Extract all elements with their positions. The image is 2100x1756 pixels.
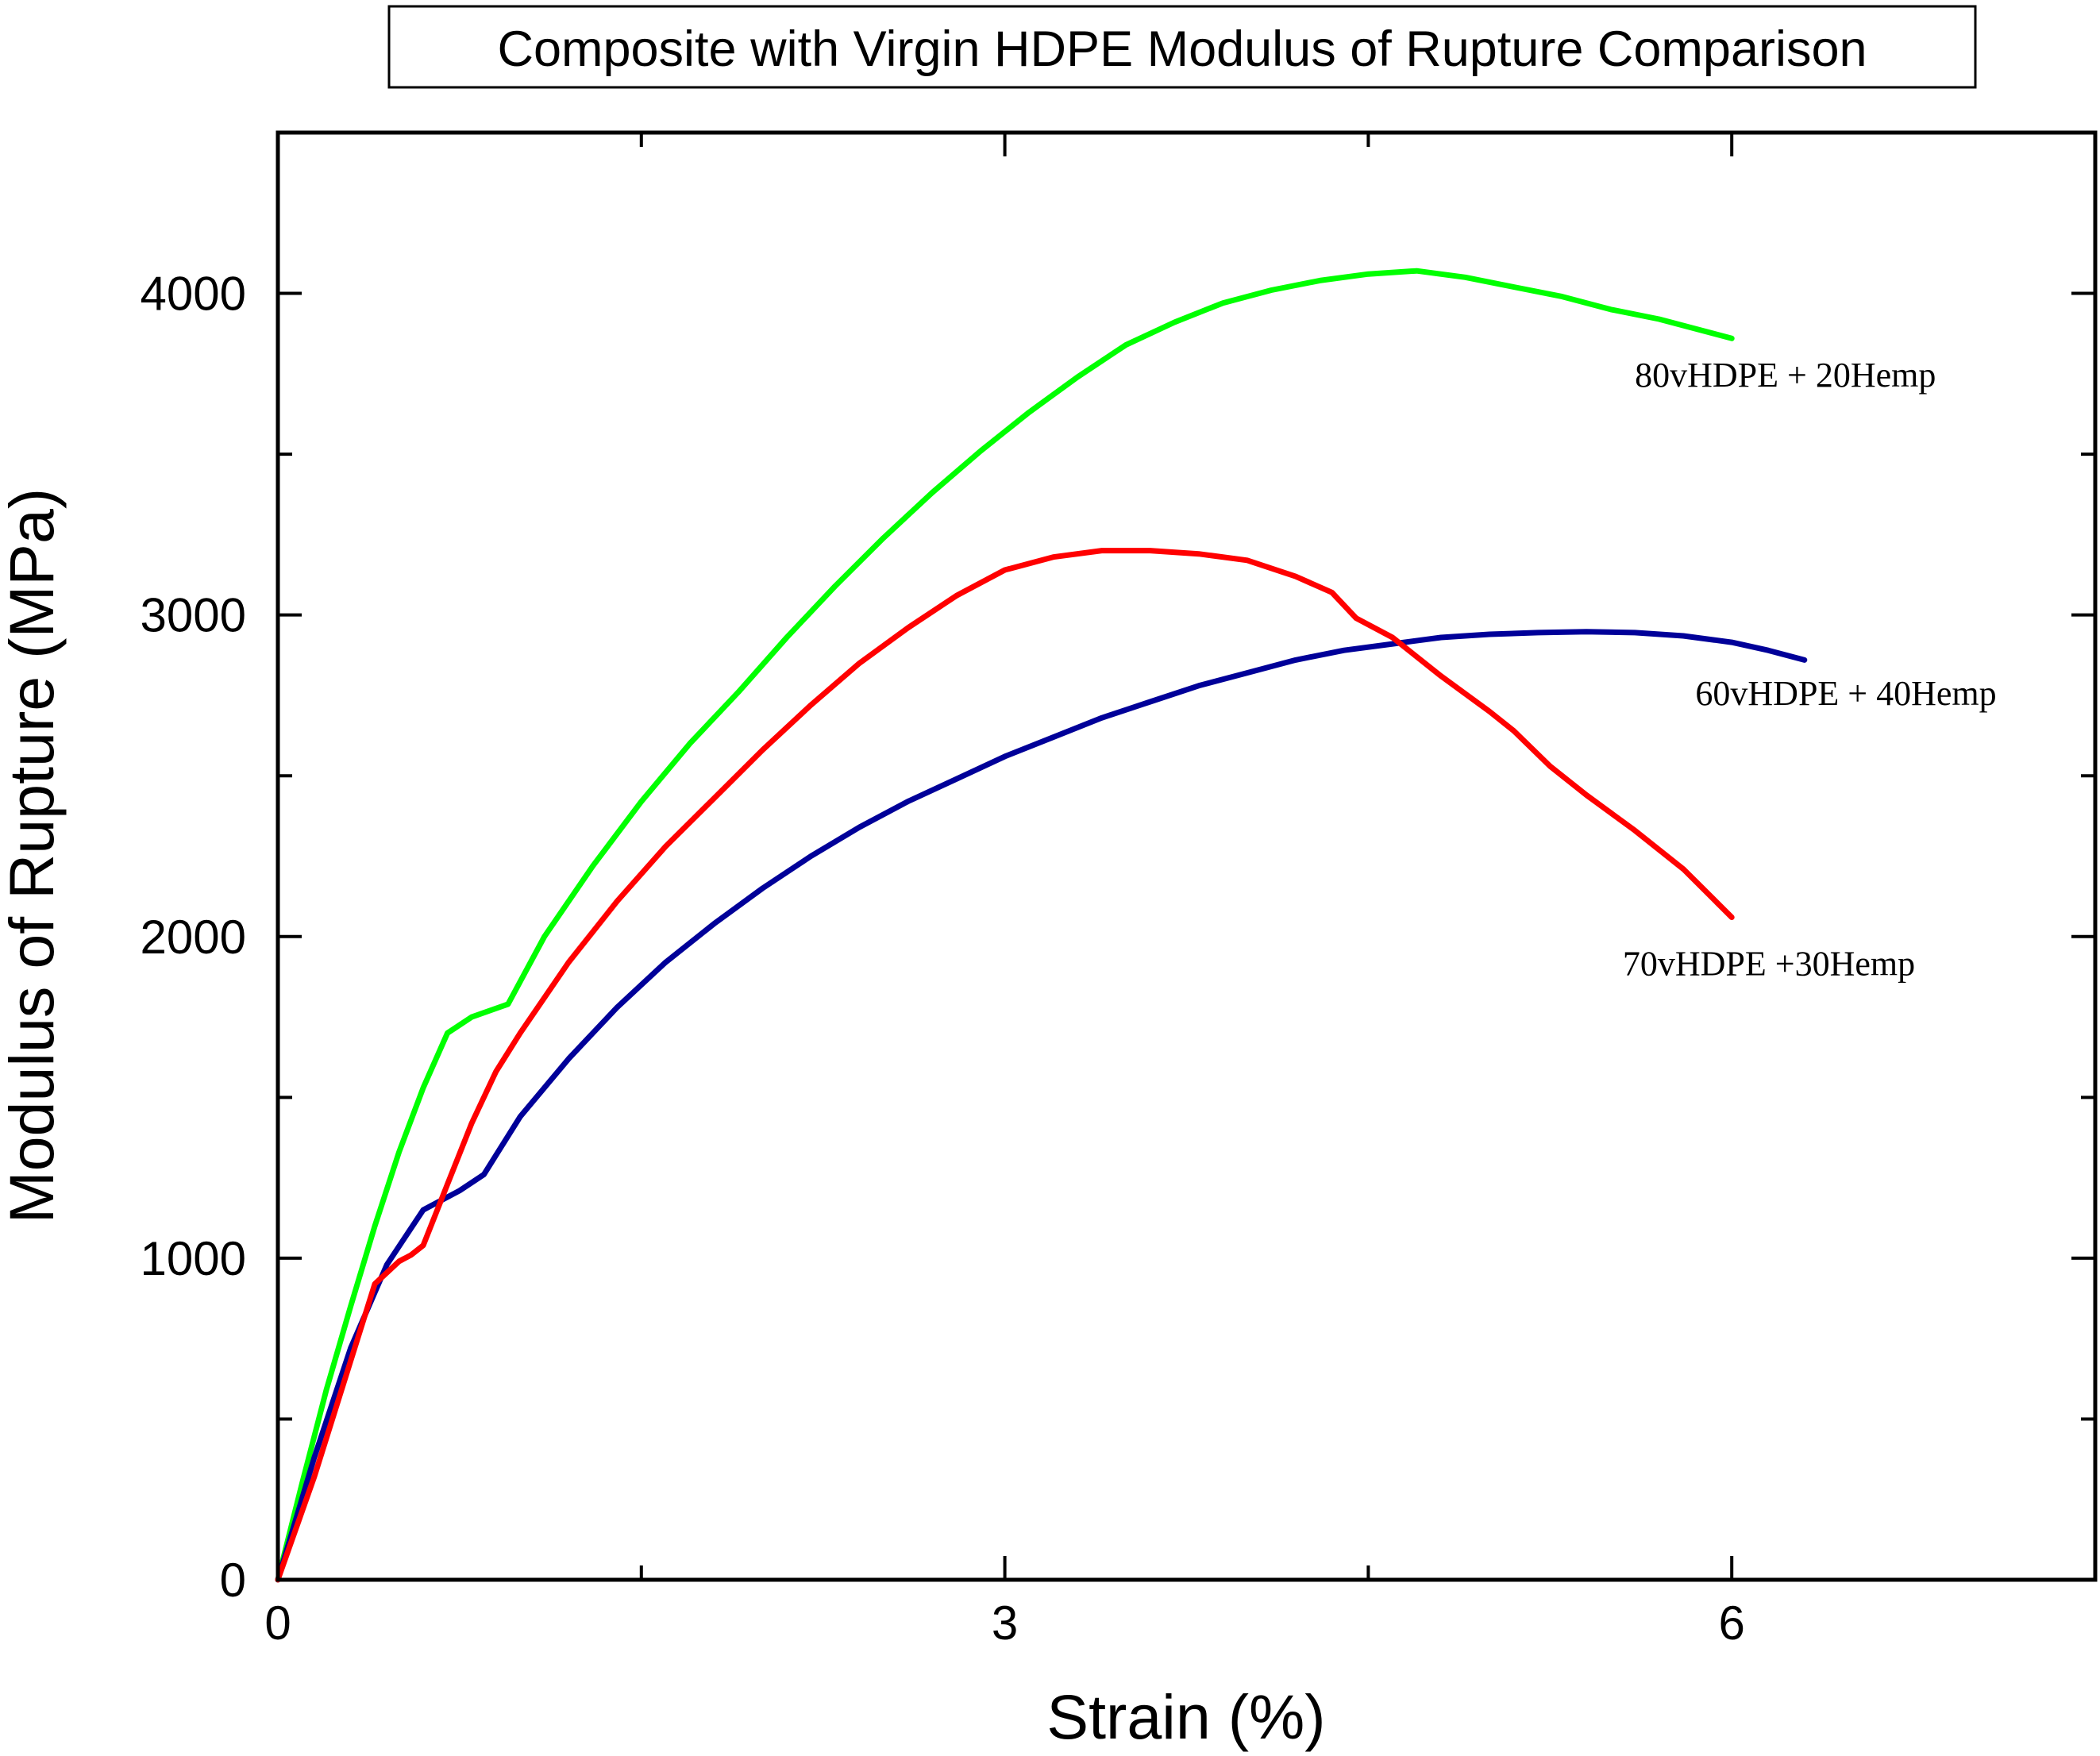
x-tick-label: 0 [264,1596,291,1650]
series-line-2 [275,629,1808,1583]
title-frame [387,5,1977,89]
y-tick-label: 1000 [141,1232,246,1285]
chart-title: Composite with Virgin HDPE Modulus of Ru… [497,21,1867,77]
series-layer [275,268,1808,1583]
series-label-2: 60vHDPE + 40Hemp [1695,674,1996,713]
plot-frame [276,130,2098,1582]
y-tick-label: 4000 [141,268,246,321]
y-axis-label: Modulus of Rupture (MPa) [0,488,67,1223]
series-line-1 [275,268,1735,1583]
x-axis-label: Strain (%) [1046,1681,1325,1752]
x-tick-labels: 0 3 6 [264,1596,1745,1650]
series-label-3: 70vHDPE +30Hemp [1623,944,1915,983]
y-tick-label: 2000 [141,911,246,964]
y-tick-label: 0 [220,1554,246,1607]
y-tick-label: 3000 [141,589,246,642]
y-tick-labels: 0 1000 2000 3000 4000 [141,268,246,1607]
x-tick-label: 6 [1719,1596,1745,1650]
x-tick-label: 3 [992,1596,1018,1650]
series-label-1: 80vHDPE + 20Hemp [1635,356,1936,395]
series-line-3 [275,548,1735,1583]
title-box: Composite with Virgin HDPE Modulus of Ru… [387,5,1977,89]
series-labels: 80vHDPE + 20Hemp 60vHDPE + 40Hemp 70vHDPE … [1623,356,1997,983]
